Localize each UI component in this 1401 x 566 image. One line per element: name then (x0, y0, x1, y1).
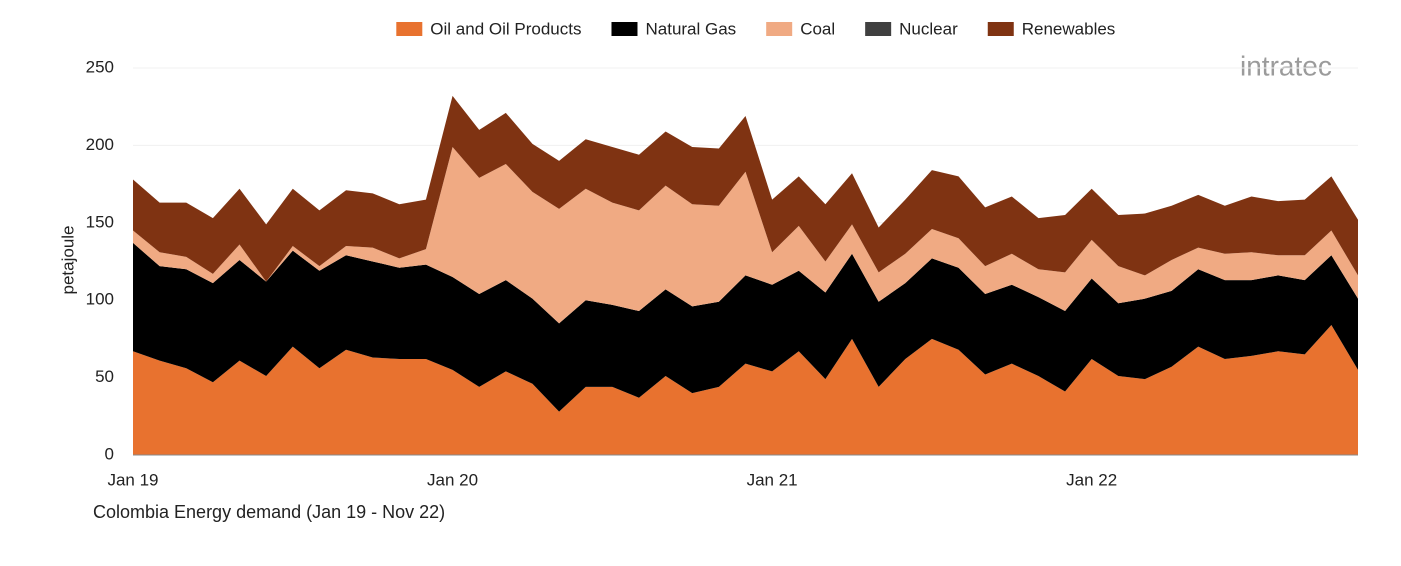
x-tick-label: Jan 21 (747, 470, 798, 489)
area (133, 146, 1358, 324)
y-tick-label: 200 (86, 135, 114, 154)
chart-title: Colombia Energy demand (Jan 19 - Nov 22) (93, 502, 445, 522)
y-tick-label: 0 (105, 444, 114, 463)
legend-swatch (396, 22, 423, 36)
y-tick-label: 100 (86, 290, 114, 309)
legend-label: Oil and Oil Products (430, 19, 581, 38)
legend-swatch (611, 22, 638, 36)
area (133, 324, 1358, 455)
legend-label: Coal (800, 19, 835, 38)
logo: intratec (1240, 50, 1332, 81)
legend-swatch (987, 22, 1014, 36)
legend-swatch (865, 22, 892, 36)
area (133, 95, 1358, 282)
y-tick-label: 50 (95, 367, 114, 386)
y-tick-label: 250 (86, 57, 114, 76)
legend-label: Renewables (1022, 19, 1116, 38)
x-tick-label: Jan 19 (107, 470, 158, 489)
legend-label: Natural Gas (645, 19, 736, 38)
legend-label: Nuclear (899, 19, 958, 38)
x-tick-label: Jan 20 (427, 470, 478, 489)
x-tick-label: Jan 22 (1066, 470, 1117, 489)
area (133, 242, 1358, 412)
legend-swatch (766, 22, 793, 36)
y-axis-label: petajoule (58, 225, 77, 294)
y-tick-label: 150 (86, 212, 114, 231)
